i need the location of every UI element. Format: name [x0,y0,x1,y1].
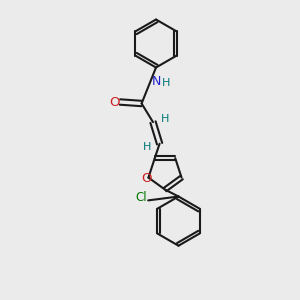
Text: N: N [152,75,161,88]
Text: H: H [160,113,169,124]
Text: H: H [162,78,170,88]
Text: H: H [143,142,151,152]
Text: Cl: Cl [136,191,147,204]
Text: O: O [109,95,120,109]
Text: O: O [142,172,152,185]
